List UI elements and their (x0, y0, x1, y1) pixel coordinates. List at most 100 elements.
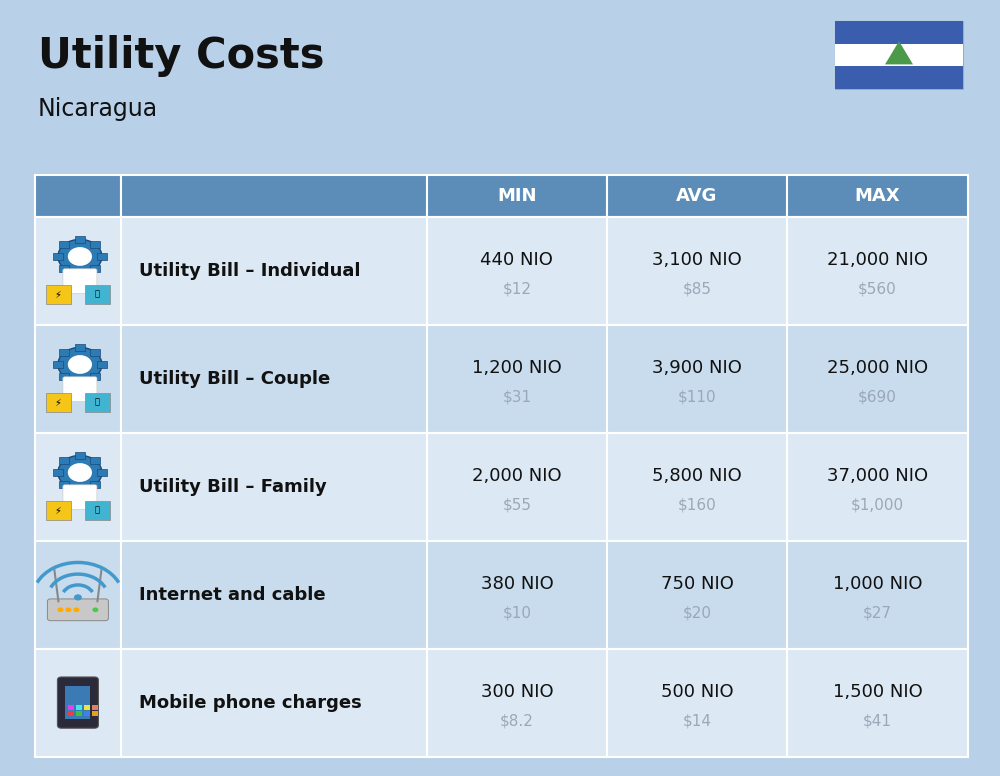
Bar (121, 432, 427, 541)
Bar (59, 265, 69, 272)
Circle shape (68, 355, 92, 374)
Text: 💧: 💧 (94, 506, 99, 514)
Text: $8.2: $8.2 (500, 713, 534, 729)
FancyBboxPatch shape (47, 599, 108, 621)
Bar (121, 649, 427, 757)
Bar (75, 236, 85, 244)
Circle shape (57, 608, 63, 612)
Text: 2,000 NIO: 2,000 NIO (472, 467, 562, 485)
Circle shape (68, 463, 92, 482)
Text: $12: $12 (502, 282, 531, 296)
Bar (59, 480, 69, 488)
Bar (90, 265, 100, 272)
Bar (607, 649, 787, 757)
Bar (787, 175, 968, 217)
Text: 5,800 NIO: 5,800 NIO (652, 467, 742, 485)
Bar (75, 486, 85, 494)
Bar (787, 541, 968, 649)
Text: ⚡: ⚡ (54, 397, 61, 407)
Bar (90, 480, 100, 488)
Text: $560: $560 (858, 282, 897, 296)
Text: $1,000: $1,000 (851, 497, 904, 512)
Text: Mobile phone charges: Mobile phone charges (139, 694, 362, 712)
Text: $31: $31 (502, 390, 531, 404)
Bar (427, 541, 607, 649)
Text: 37,000 NIO: 37,000 NIO (827, 467, 928, 485)
Text: ⚡: ⚡ (54, 289, 61, 300)
Bar (46, 285, 71, 304)
Text: AVG: AVG (676, 186, 718, 205)
Bar (787, 217, 968, 324)
Bar (35, 541, 121, 649)
Text: Utility Bill – Couple: Utility Bill – Couple (139, 369, 330, 387)
Bar (75, 452, 85, 459)
Polygon shape (885, 41, 913, 64)
Text: 💧: 💧 (94, 398, 99, 407)
Text: $55: $55 (502, 497, 531, 512)
Text: $41: $41 (863, 713, 892, 729)
Bar (68, 711, 74, 715)
Text: Utility Bill – Individual: Utility Bill – Individual (139, 262, 360, 279)
Bar (427, 649, 607, 757)
Bar (59, 372, 69, 380)
Bar (53, 361, 63, 369)
Text: Internet and cable: Internet and cable (139, 586, 325, 604)
Text: $14: $14 (682, 713, 711, 729)
Text: 750 NIO: 750 NIO (661, 575, 733, 594)
Bar (35, 324, 121, 432)
Bar (787, 324, 968, 432)
Bar (427, 324, 607, 432)
Bar (35, 217, 121, 324)
Bar (97, 469, 107, 476)
Bar (835, 21, 963, 89)
Bar (787, 649, 968, 757)
Text: $110: $110 (678, 390, 716, 404)
Bar (427, 175, 607, 217)
Circle shape (68, 247, 92, 266)
Text: 300 NIO: 300 NIO (481, 684, 553, 702)
Bar (75, 270, 85, 278)
Text: Nicaragua: Nicaragua (38, 97, 158, 121)
Bar (607, 175, 787, 217)
Bar (97, 253, 107, 261)
Bar (835, 67, 963, 89)
Text: $160: $160 (678, 497, 716, 512)
Bar (75, 378, 85, 386)
Circle shape (58, 348, 102, 382)
Bar (59, 348, 69, 356)
Text: 25,000 NIO: 25,000 NIO (827, 359, 928, 377)
Bar (787, 432, 968, 541)
Bar (121, 541, 427, 649)
Bar (76, 705, 82, 709)
Bar (85, 285, 110, 304)
Bar (607, 541, 787, 649)
Bar (121, 324, 427, 432)
Bar (53, 469, 63, 476)
Bar (59, 241, 69, 248)
Bar (835, 43, 963, 67)
FancyBboxPatch shape (63, 377, 97, 402)
FancyBboxPatch shape (57, 677, 98, 728)
FancyBboxPatch shape (63, 485, 97, 510)
Text: MAX: MAX (855, 186, 900, 205)
Bar (85, 393, 110, 412)
Bar (90, 372, 100, 380)
Bar (97, 361, 107, 369)
Text: MIN: MIN (497, 186, 537, 205)
Text: $10: $10 (502, 605, 531, 621)
Text: Utility Bill – Family: Utility Bill – Family (139, 477, 327, 496)
Text: 440 NIO: 440 NIO (480, 251, 553, 269)
Text: $85: $85 (682, 282, 711, 296)
Bar (35, 649, 121, 757)
Bar (121, 217, 427, 324)
Bar (607, 324, 787, 432)
Bar (92, 711, 98, 715)
Bar (46, 393, 71, 412)
Bar (35, 175, 121, 217)
Bar (90, 241, 100, 248)
Circle shape (73, 608, 79, 612)
Text: 500 NIO: 500 NIO (661, 684, 733, 702)
Bar (75, 344, 85, 352)
Bar (121, 175, 427, 217)
Bar (427, 217, 607, 324)
